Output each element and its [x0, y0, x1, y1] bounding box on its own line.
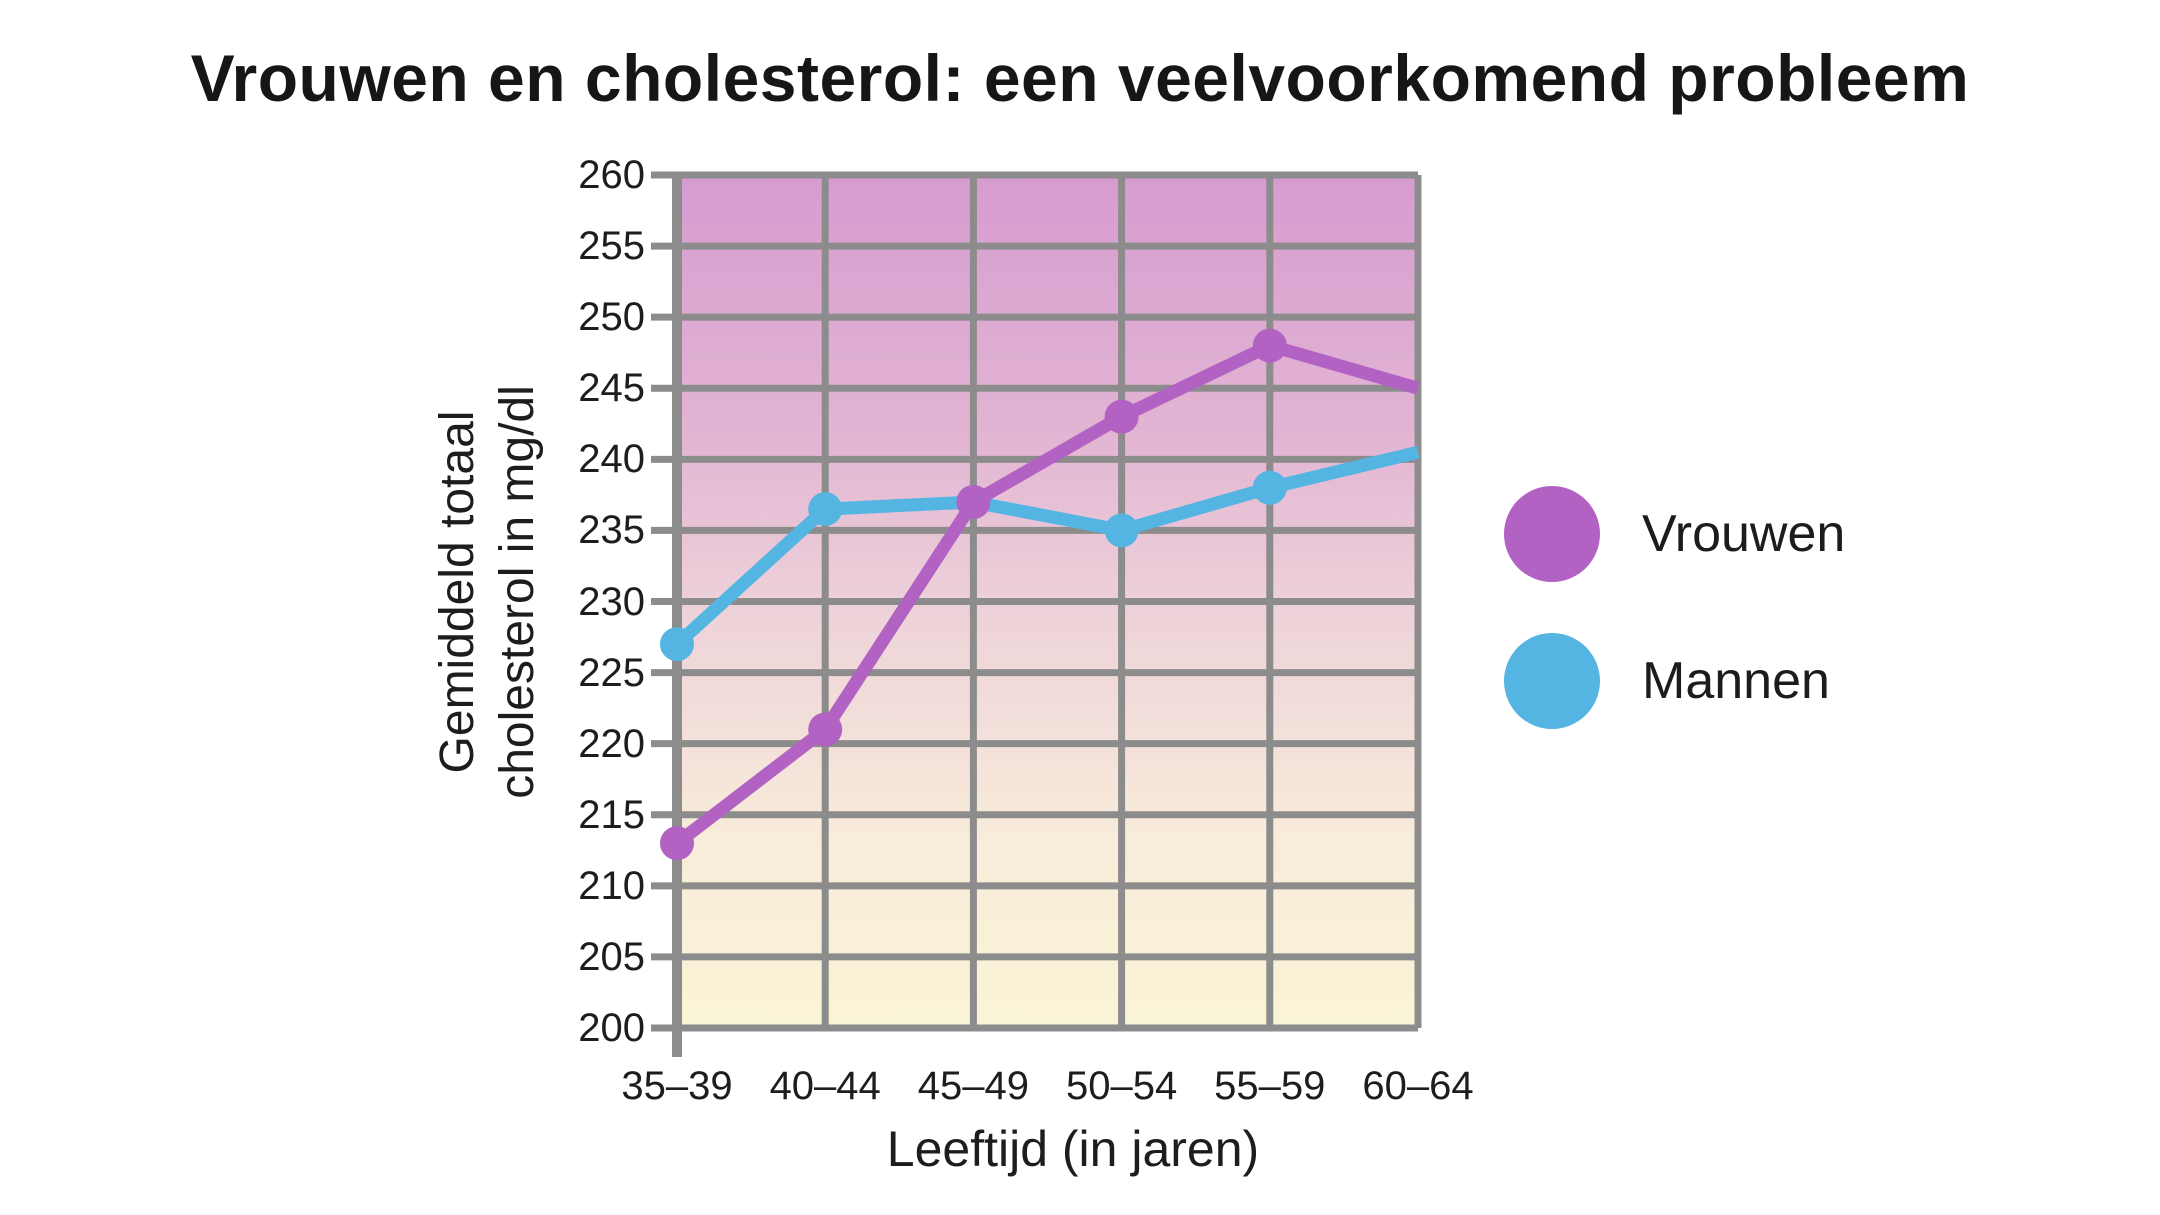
- y-tick-label: 210: [578, 863, 645, 908]
- y-tick-label: 250: [578, 295, 645, 340]
- plot-area: [651, 171, 1422, 1057]
- mannen-line: [672, 445, 1420, 649]
- vrouwen-line: [673, 339, 1420, 849]
- y-tick-label: 230: [578, 579, 645, 624]
- y-tick-label: 245: [578, 366, 645, 411]
- y-tick-label: 260: [578, 153, 645, 197]
- x-category-label: 50–54: [1065, 1064, 1178, 1108]
- chart-title: Vrouwen en cholesterol: een veelvoorkome…: [190, 41, 1970, 115]
- y-tick-label: 235: [578, 508, 645, 553]
- x-category-label: 45–49: [917, 1064, 1029, 1108]
- y-tick-label: 240: [578, 437, 645, 482]
- vrouwen-marker: [1104, 399, 1139, 434]
- y-tick-label: 215: [578, 792, 645, 837]
- vrouwen-marker: [956, 484, 991, 519]
- legend-label-vrouwen: Vrouwen: [1642, 505, 1846, 563]
- vrouwen-marker: [1252, 328, 1287, 363]
- legend-item-mannen: Mannen: [1504, 633, 1830, 729]
- y-tick-label: 205: [578, 934, 645, 979]
- y-tick-label: 220: [578, 721, 645, 766]
- mannen-marker: [1104, 513, 1139, 548]
- legend-item-vrouwen: Vrouwen: [1504, 486, 1845, 582]
- x-axis-title: Leeftijd (in jaren): [886, 1121, 1260, 1177]
- x-category-label: 35–39: [621, 1064, 733, 1108]
- x-category-label: 60–64: [1362, 1064, 1474, 1108]
- vrouwen-legend-swatch-icon: [1504, 486, 1600, 582]
- x-category-label: 40–44: [769, 1064, 881, 1108]
- vrouwen-marker: [808, 712, 843, 747]
- mannen-marker: [1252, 470, 1287, 505]
- mannen-series: [660, 445, 1420, 662]
- y-tick-label: 200: [578, 1006, 645, 1050]
- legend-label-mannen: Mannen: [1642, 652, 1830, 710]
- mannen-legend-swatch-icon: [1504, 633, 1600, 729]
- mannen-marker: [808, 492, 843, 527]
- mannen-marker: [660, 627, 694, 662]
- x-category-label: 55–59: [1214, 1064, 1326, 1108]
- vrouwen-marker: [660, 826, 694, 861]
- y-tick-label: 255: [578, 224, 645, 269]
- vrouwen-series: [660, 328, 1420, 861]
- y-tick-label: 225: [578, 650, 645, 695]
